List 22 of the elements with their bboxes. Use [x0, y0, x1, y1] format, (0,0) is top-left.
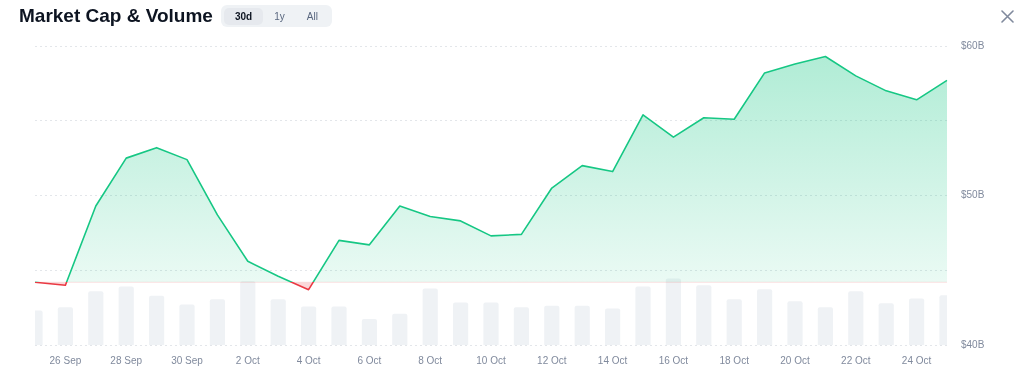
- x-tick-label: 14 Oct: [597, 354, 628, 366]
- y-tick-label: $40B: [961, 338, 985, 350]
- x-tick-label: 30 Sep: [171, 354, 204, 366]
- x-tick-label: 26 Sep: [49, 354, 82, 366]
- x-tick-label: 16 Oct: [658, 354, 689, 366]
- x-tick-label: 10 Oct: [476, 354, 506, 366]
- x-tick-label: 18 Oct: [719, 354, 750, 366]
- x-tick-label: 24 Oct: [901, 354, 932, 366]
- text: 30d: [224, 7, 264, 25]
- x-tick-label: 20 Oct: [780, 354, 810, 366]
- text: 1y: [273, 9, 286, 24]
- x-tick-label: 8 Oct: [418, 354, 443, 366]
- chart-title: Market Cap & Volume: [19, 5, 213, 27]
- text: All: [305, 9, 319, 24]
- x-tick-label: 28 Sep: [110, 354, 143, 366]
- x-tick-label: 22 Oct: [841, 354, 871, 366]
- x-tick-label: 6 Oct: [357, 354, 382, 366]
- x-tick-label: 4 Oct: [296, 354, 321, 366]
- y-tick-label: $60B: [961, 39, 985, 51]
- x-tick-label: 12 Oct: [537, 354, 567, 366]
- x-tick-label: 2 Oct: [235, 354, 260, 366]
- y-tick-label: $50B: [961, 189, 985, 201]
